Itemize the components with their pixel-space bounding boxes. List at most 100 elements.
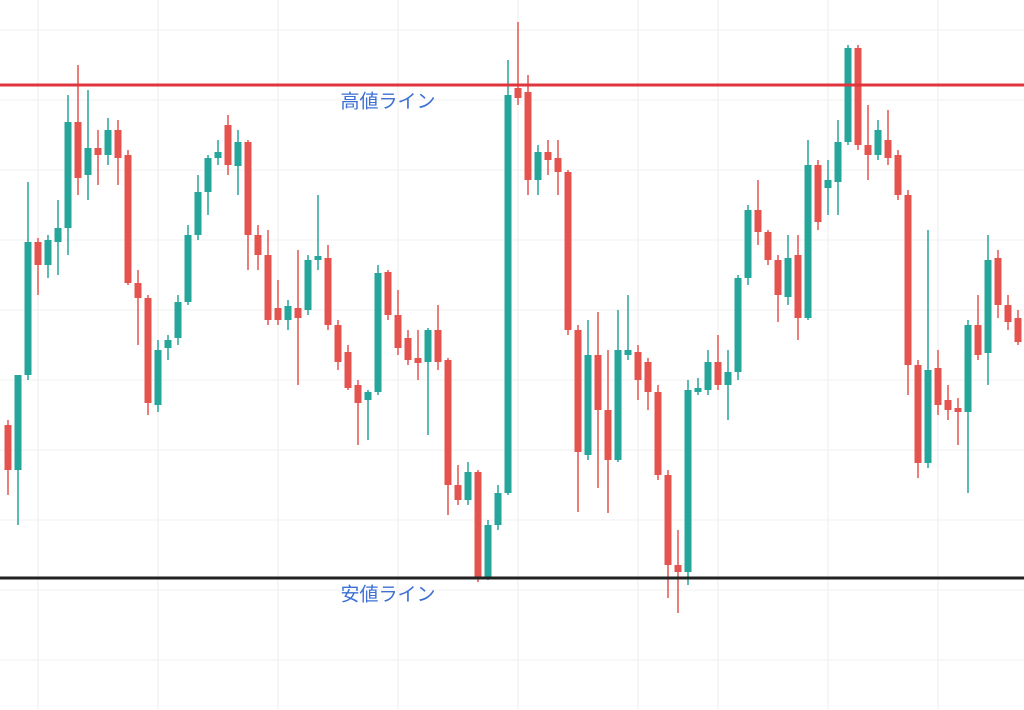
candle-body (814, 165, 822, 222)
candle-body (954, 408, 962, 412)
candle-body (794, 255, 802, 318)
candle-body (604, 410, 612, 460)
candle-body (324, 258, 332, 325)
candle-body (524, 92, 532, 180)
candle-body (54, 228, 62, 242)
candle-body (774, 260, 782, 295)
candle-body (654, 392, 662, 475)
candle-body (254, 235, 262, 255)
candle-body (354, 385, 362, 403)
candle-body (364, 392, 372, 400)
candle-body (484, 525, 492, 578)
candle-body (264, 255, 272, 320)
candle-body (764, 232, 772, 260)
candle-body (444, 360, 452, 485)
candle-body (884, 140, 892, 158)
candle-body (1004, 305, 1012, 322)
candle-body (724, 372, 732, 385)
candle-body (854, 48, 862, 145)
candle-body (454, 485, 462, 500)
candle-body (234, 142, 242, 166)
candle-body (414, 358, 422, 363)
candle-body (834, 142, 842, 182)
candle-body (34, 242, 42, 265)
candle-body (84, 148, 92, 175)
candle-body (334, 325, 342, 362)
candle-body (964, 325, 972, 412)
candle-body (44, 240, 52, 265)
candle-body (494, 493, 502, 525)
candle-body (294, 308, 302, 318)
candle-body (274, 308, 282, 320)
candle-body (304, 260, 312, 310)
candle-body (644, 362, 652, 392)
candle-body (154, 350, 162, 405)
candle-body (434, 330, 442, 362)
candle-body (664, 475, 672, 565)
candle-body (534, 152, 542, 180)
candle-body (634, 352, 642, 380)
candle-body (384, 272, 392, 315)
level-label: 高値ライン (340, 91, 435, 113)
candle-body (544, 152, 552, 160)
candle-body (924, 370, 932, 463)
candle-body (134, 283, 142, 298)
candle-body (614, 350, 622, 460)
candle-body (824, 180, 832, 188)
candle-body (894, 155, 902, 195)
candle-body (94, 148, 102, 155)
candle-body (984, 260, 992, 353)
candle-body (284, 306, 292, 320)
candle-body (874, 130, 882, 155)
candle-body (914, 365, 922, 463)
candle-body (864, 145, 872, 155)
candle-body (394, 315, 402, 348)
candle-body (934, 368, 942, 405)
candle-body (224, 125, 232, 165)
candle-body (694, 388, 702, 392)
candle-body (684, 390, 692, 572)
candle-body (784, 258, 792, 297)
candle-body (14, 375, 22, 470)
candle-body (674, 565, 682, 572)
candle-body (194, 192, 202, 235)
candle-body (124, 155, 132, 283)
candle-body (564, 172, 572, 330)
candle-body (504, 95, 512, 493)
candle-body (624, 350, 632, 355)
candle-body (704, 362, 712, 390)
candle-body (374, 273, 382, 392)
level-label: 安値ライン (340, 584, 435, 606)
candle-body (844, 48, 852, 142)
candle-body (114, 130, 122, 158)
candle-body (104, 130, 112, 155)
candle-body (944, 400, 952, 410)
candle-body (904, 195, 912, 365)
candle-body (424, 330, 432, 362)
candle-body (4, 425, 12, 470)
candle-body (1014, 318, 1022, 342)
candle-body (404, 338, 412, 360)
candle-body (754, 210, 762, 232)
candle-body (464, 472, 472, 500)
candle-body (974, 325, 982, 355)
candle-body (514, 88, 522, 98)
candle-body (174, 302, 182, 338)
candle-body (594, 355, 602, 410)
candle-body (204, 158, 212, 192)
candle-body (714, 362, 722, 385)
candle-body (574, 330, 582, 452)
candle-body (24, 242, 32, 375)
candle-body (144, 298, 152, 403)
candle-body (344, 352, 352, 388)
candle-body (244, 142, 252, 235)
candle-body (804, 165, 812, 318)
candle-body (314, 256, 322, 260)
candle-body (64, 122, 72, 228)
candle-body (554, 158, 562, 172)
candle-body (184, 235, 192, 302)
candle-body (164, 340, 172, 348)
candle-body (734, 278, 742, 372)
